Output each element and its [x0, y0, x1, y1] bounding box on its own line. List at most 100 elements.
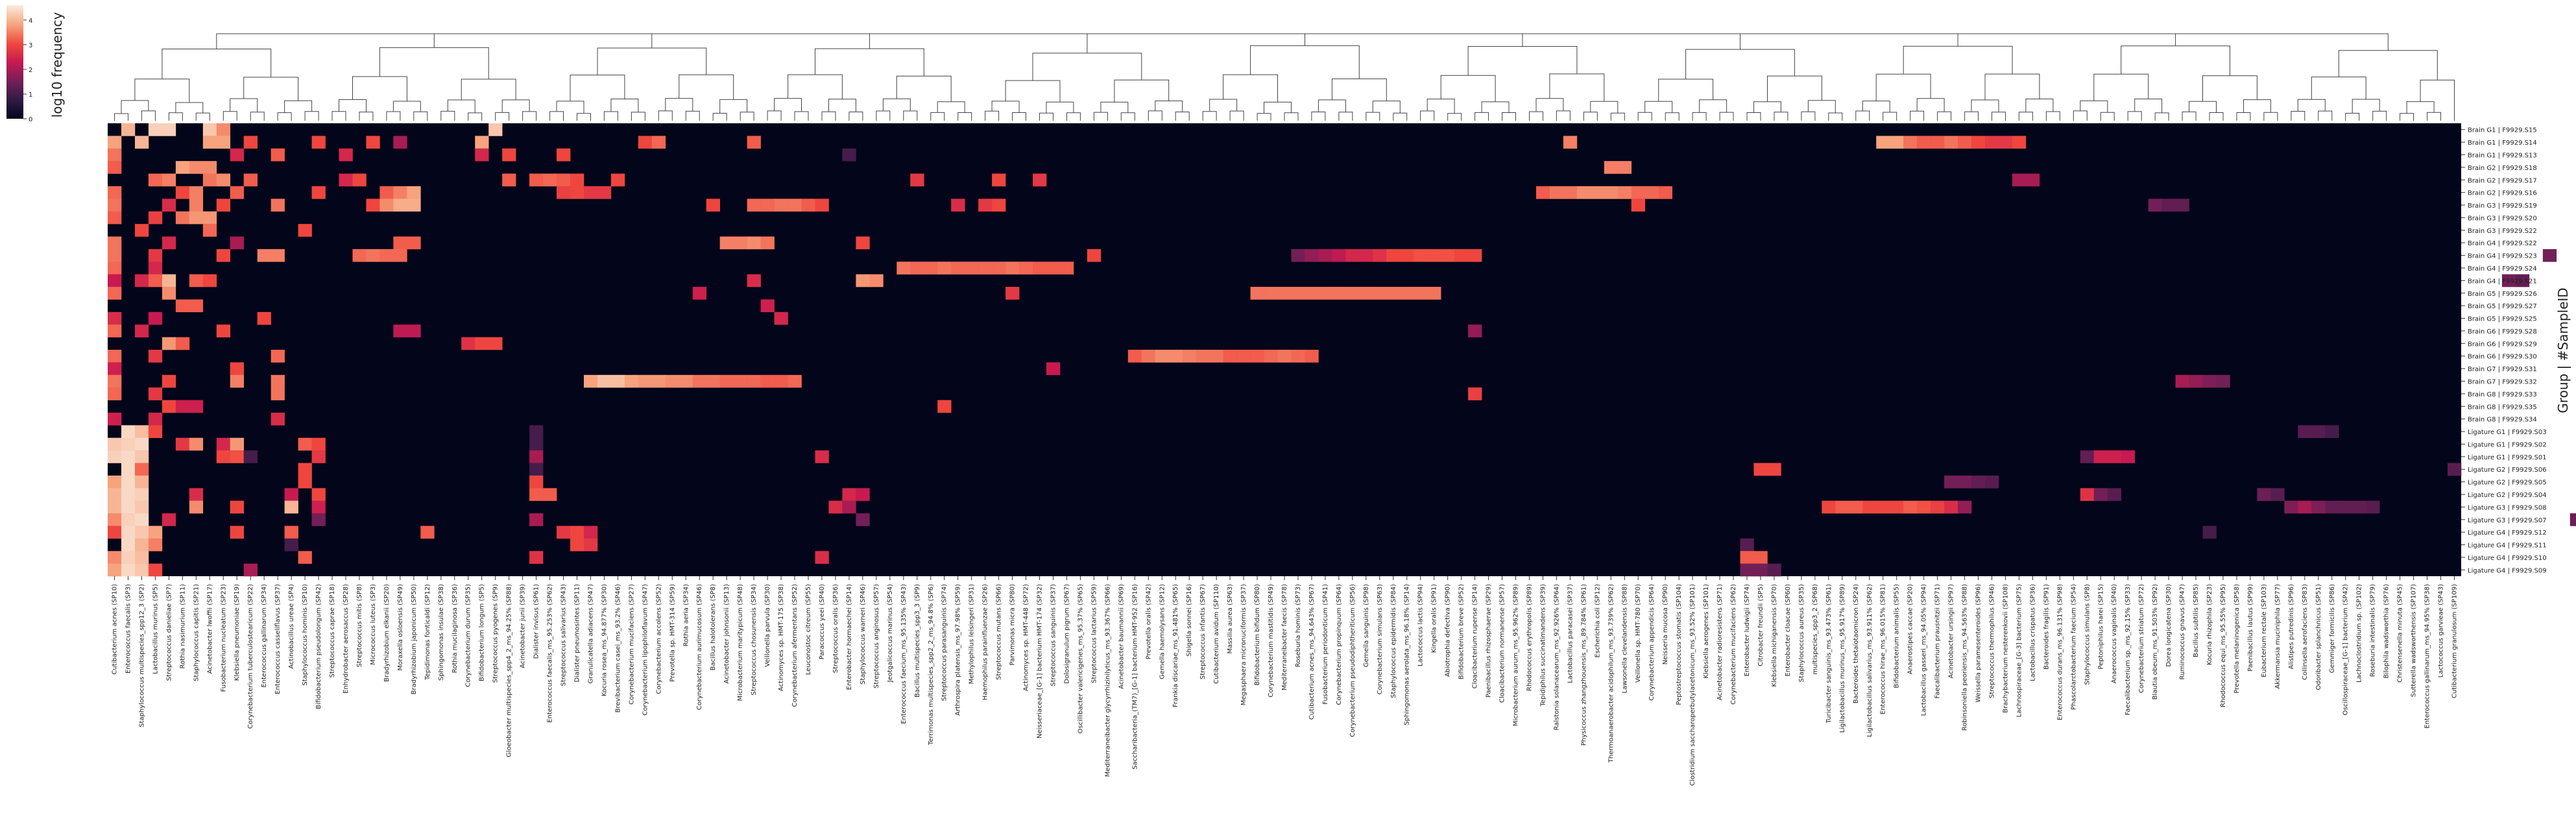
heatmap-cell	[134, 463, 149, 476]
column-label: Acinetobacter baumannii (SP69)	[1118, 584, 1125, 689]
row-label: Brain G4 | F9929.S23	[2468, 253, 2537, 260]
dendrogram-link	[821, 111, 836, 121]
heatmap-cell	[108, 186, 122, 199]
dendrogram-link	[985, 110, 1000, 121]
heatmap-cell	[747, 236, 761, 250]
dendrogram-link	[1155, 101, 1183, 112]
dendrogram-link	[2127, 111, 2142, 121]
dendrogram-link	[2066, 33, 2389, 51]
column-label: Thermoanaerobacter acidophilum_ms_93.739…	[1607, 584, 1615, 763]
heatmap-cell	[760, 299, 775, 313]
heatmap-cell	[1644, 186, 1659, 199]
row-label: Brain G4 | F9929.S22	[2468, 240, 2537, 247]
column-label: Cutibacterium acnes_ms_94.643% (SP67)	[1308, 584, 1316, 720]
dendrogram-link	[1284, 112, 1299, 121]
heatmap-cell	[1944, 136, 1958, 149]
heatmap-cell	[1944, 475, 1958, 489]
column-label: Lawsonella clevelandensis (SP88)	[1621, 584, 1628, 694]
dendrogram-link	[930, 112, 945, 121]
heatmap-cell	[134, 563, 149, 577]
heatmap-cell	[216, 249, 231, 262]
dendrogram-link	[1066, 112, 1081, 121]
dendrogram-link	[1637, 112, 1652, 121]
column-label: Gemella haemolysans (SP12)	[1159, 584, 1166, 679]
dendrogram-link	[767, 110, 782, 121]
heatmap-cell	[910, 173, 924, 187]
column-label: Bifidobacterium animalis (SP55)	[1894, 584, 1901, 688]
column-label: Bifidobacterium pseudolongum (SP42)	[315, 584, 322, 709]
dendrogram-link	[1665, 112, 1679, 121]
dendrogram-link	[392, 101, 421, 112]
row-label: Brain G1 | F9929.S13	[2468, 152, 2537, 159]
column-label: Corynebacterium pseudodiphtheriticum (SP…	[1349, 584, 1356, 737]
heatmap-cell	[1236, 350, 1251, 363]
heatmap-cell	[1767, 563, 1781, 577]
heatmap-cell	[148, 173, 163, 187]
heatmap-cell	[475, 148, 489, 162]
heatmap-cell	[1168, 350, 1183, 363]
heatmap-cell	[298, 551, 312, 564]
heatmap-cell	[488, 123, 503, 136]
heatmap-cell	[951, 199, 965, 212]
heatmap-cell	[121, 123, 136, 136]
heatmap-cell	[1277, 287, 1292, 300]
column-label: Bacillus halotolerans (SP8)	[710, 584, 717, 670]
heatmap-cell	[230, 526, 245, 539]
column-label: Streptococcus mutans (SP66)	[996, 584, 1003, 680]
heatmap-cell	[175, 161, 190, 174]
column-label: Enterococcus hirae_ms_96.015% (SP81)	[1880, 584, 1887, 714]
heatmap-cell	[1985, 136, 1999, 149]
column-label: Cutibacterium granulosum (SP109)	[2451, 584, 2459, 698]
heatmap-cell	[2515, 274, 2530, 287]
heatmap-cell	[2325, 500, 2339, 514]
heatmap-cell	[134, 425, 149, 439]
dendrogram-link	[679, 74, 734, 100]
heatmap-cell	[230, 374, 245, 388]
heatmap-cell	[311, 186, 326, 199]
dendrogram-link	[1610, 112, 1625, 121]
column-label: Paracoccus yeei (SP40)	[819, 584, 826, 659]
heatmap-cell	[1414, 287, 1428, 300]
heatmap-cell	[1250, 287, 1264, 300]
heatmap-cell	[189, 299, 204, 313]
heatmap-cell	[134, 437, 149, 451]
row-label: Brain G1 | F9929.S15	[2468, 127, 2537, 134]
heatmap-cell	[148, 123, 163, 136]
column-label: Bacillus multispecies_spp3_3 (SP9)	[914, 584, 921, 698]
heatmap-cell	[1059, 261, 1074, 274]
heatmap-cell	[108, 387, 122, 400]
column-label: Saccharibacteria_(TM7)_[G-1] bacterium H…	[1131, 584, 1138, 770]
heatmap-cell	[828, 500, 843, 514]
heatmap-cell	[1631, 186, 1646, 199]
heatmap-cell	[1196, 350, 1210, 363]
column-label: Moraxella osloensis (SP49)	[397, 584, 404, 671]
heatmap-cell	[1182, 350, 1196, 363]
heatmap-cell	[148, 274, 163, 287]
heatmap-cell	[108, 513, 122, 526]
column-label: Peptostreptococcus stomatis (SP104)	[1676, 584, 1683, 705]
heatmap-cell	[1753, 563, 1768, 577]
column-label: Actinomyces sp. HMT-448 (SP72)	[1023, 584, 1030, 691]
dendrogram-link	[250, 112, 265, 121]
heatmap-cell	[2311, 500, 2326, 514]
heatmap-cell	[1291, 287, 1305, 300]
column-label: Lactobacillus gasseri_ms_94.05% (SP94)	[1921, 584, 1928, 716]
dendrogram-link	[304, 111, 319, 121]
dendrogram-link	[1250, 45, 1360, 79]
dendrogram-link	[1420, 110, 1435, 121]
heatmap-cell	[733, 236, 747, 250]
column-label: Rhodococcus erythropolis (SP89)	[1526, 584, 1534, 691]
dendrogram-link	[1005, 80, 1061, 103]
heatmap-cell	[108, 374, 122, 388]
dendrogram-link	[1556, 110, 1571, 121]
heatmap-cell	[230, 450, 245, 463]
heatmap-cell	[134, 136, 149, 149]
dendrogram-link	[1828, 112, 1843, 121]
heatmap-cell	[216, 324, 231, 337]
heatmap-cell	[243, 173, 258, 187]
row-label: Brain G8 | F9929.S35	[2468, 404, 2537, 411]
heatmap-cell	[121, 500, 136, 514]
row-labels: Brain G1 | F9929.S15 Brain G1 | F9929.S14…	[2461, 127, 2547, 574]
dendrogram-link	[121, 100, 149, 114]
heatmap-cell	[230, 437, 245, 451]
